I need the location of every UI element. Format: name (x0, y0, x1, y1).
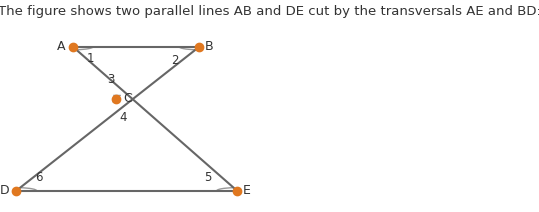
Text: 1: 1 (87, 52, 94, 65)
Text: 3: 3 (107, 73, 114, 86)
Text: The figure shows two parallel lines AB and DE cut by the transversals AE and BD:: The figure shows two parallel lines AB a… (0, 5, 539, 18)
Text: D: D (0, 184, 9, 197)
Text: 4: 4 (119, 111, 127, 124)
Text: A: A (57, 40, 65, 53)
Text: B: B (205, 40, 213, 53)
Text: E: E (243, 184, 251, 197)
Text: 5: 5 (204, 170, 211, 184)
Text: 2: 2 (171, 54, 179, 67)
Text: C: C (123, 92, 132, 105)
Text: 6: 6 (35, 170, 43, 184)
